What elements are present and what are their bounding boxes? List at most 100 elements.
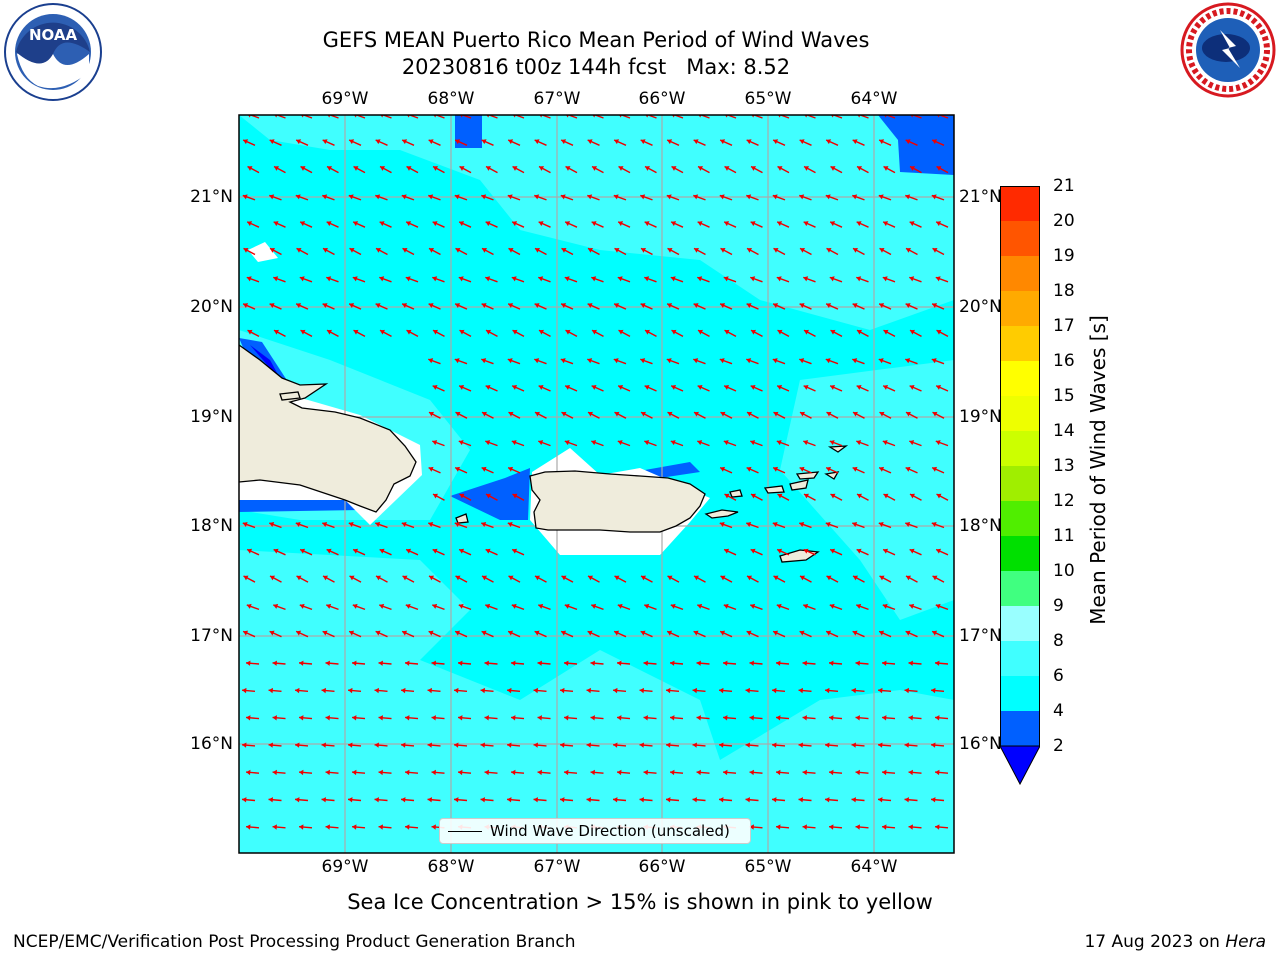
wind-wave-arrow [667, 247, 680, 256]
wind-wave-arrow [851, 797, 865, 803]
wind-wave-arrow [803, 221, 816, 228]
wind-wave-arrow [273, 548, 286, 556]
wind-wave-arrow [613, 630, 627, 638]
wind-wave-arrow [803, 603, 816, 611]
wind-wave-arrow [561, 247, 574, 256]
wind-wave-arrow [484, 660, 498, 666]
wind-wave-arrow [321, 797, 335, 803]
wind-wave-arrow [643, 660, 657, 666]
colorbar-tick-label: 12 [1053, 491, 1075, 511]
wind-wave-arrow [773, 411, 786, 419]
wind-wave-arrow [724, 329, 737, 338]
wind-wave-arrow [507, 630, 521, 638]
wind-wave-arrow [428, 194, 441, 201]
wind-wave-arrow [322, 521, 335, 529]
wind-wave-arrow [719, 630, 733, 638]
wind-wave-arrow [935, 384, 949, 392]
wind-wave-arrow [325, 660, 339, 666]
lat-label-left: 17°N [190, 626, 233, 646]
wind-wave-arrow [457, 660, 472, 666]
wind-wave-arrow [640, 139, 653, 146]
wind-wave-arrow [245, 660, 260, 666]
wind-wave-arrow [746, 575, 759, 583]
wind-wave-arrow [375, 521, 388, 529]
colorbar-tick-label: 10 [1053, 561, 1075, 581]
wind-wave-arrow [697, 165, 710, 174]
wind-wave-arrow [613, 194, 627, 201]
wind-wave-arrow [772, 358, 786, 365]
wind-wave-arrow [909, 221, 922, 228]
wind-wave-arrow [908, 715, 922, 721]
wind-wave-arrow [879, 411, 892, 419]
wind-wave-arrow [878, 303, 892, 310]
lon-label-top: 66°W [638, 89, 686, 109]
wind-wave-arrow [401, 630, 415, 638]
wind-wave-arrow [325, 824, 339, 830]
wind-wave-arrow [242, 521, 256, 529]
wind-wave-arrow [723, 440, 737, 447]
wind-wave-arrow [245, 769, 260, 776]
wind-wave-arrow [667, 411, 680, 419]
wind-wave-arrow [669, 660, 684, 666]
wind-wave-arrow [934, 715, 949, 721]
map-frame [238, 114, 955, 854]
wind-wave-arrow [693, 303, 706, 310]
wind-wave-arrow [326, 548, 339, 556]
wind-wave-arrow [379, 548, 392, 556]
wind-wave-arrow [618, 329, 631, 338]
colorbar-band [1000, 536, 1040, 571]
wind-wave-arrow [326, 165, 339, 174]
wind-wave-arrow [905, 303, 918, 310]
wind-wave-arrow [428, 466, 441, 474]
wind-wave-arrow [432, 221, 445, 228]
wind-wave-arrow [825, 521, 839, 529]
wind-wave-arrow [772, 303, 786, 310]
wind-wave-arrow [798, 687, 812, 694]
wind-wave-arrow [485, 165, 498, 174]
wind-wave-arrow [671, 165, 684, 174]
colorbar-band [1000, 291, 1040, 326]
wind-wave-arrow [510, 660, 525, 666]
wind-wave-arrow [750, 603, 763, 611]
wind-wave-arrow [428, 247, 441, 256]
wind-wave-arrow [506, 687, 521, 694]
wind-wave-arrow [534, 194, 547, 201]
wind-wave-arrow [855, 824, 869, 830]
wind-wave-arrow [771, 742, 786, 748]
wind-wave-arrow [242, 194, 256, 201]
wind-wave-arrow [617, 440, 631, 447]
wind-wave-arrow [458, 440, 472, 447]
wind-wave-arrow [666, 358, 680, 365]
wind-wave-arrow [772, 521, 786, 529]
wind-wave-arrow [510, 769, 525, 776]
wind-wave-arrow [773, 575, 786, 583]
wind-wave-arrow [612, 687, 627, 694]
wind-wave-arrow [512, 329, 525, 338]
wind-wave-arrow [799, 303, 812, 310]
wind-wave-arrow [799, 194, 812, 201]
wind-wave-arrow [776, 548, 790, 556]
wind-wave-arrow [719, 521, 733, 529]
wind-wave-arrow [272, 769, 286, 776]
lon-label-bottom: 68°W [427, 857, 475, 877]
wind-wave-arrow [878, 630, 892, 638]
wind-wave-arrow [481, 139, 494, 146]
wind-wave-arrow [537, 715, 551, 721]
wind-wave-arrow [877, 797, 892, 803]
wind-wave-arrow [457, 769, 472, 776]
wind-wave-arrow [481, 247, 494, 256]
wind-wave-arrow [591, 221, 604, 228]
wind-wave-arrow [697, 329, 710, 338]
wind-wave-arrow [904, 797, 918, 803]
wind-wave-arrow [826, 575, 839, 583]
lat-label-right: 18°N [959, 516, 1002, 536]
wind-wave-arrow [298, 769, 313, 776]
wind-wave-arrow [269, 247, 282, 256]
wind-wave-arrow [746, 630, 759, 638]
wind-wave-arrow [825, 139, 839, 146]
wind-wave-arrow [930, 797, 945, 803]
wind-wave-arrow [298, 715, 313, 721]
wind-wave-arrow [353, 165, 366, 174]
wind-wave-arrow [507, 358, 521, 365]
wind-wave-arrow [909, 440, 922, 447]
